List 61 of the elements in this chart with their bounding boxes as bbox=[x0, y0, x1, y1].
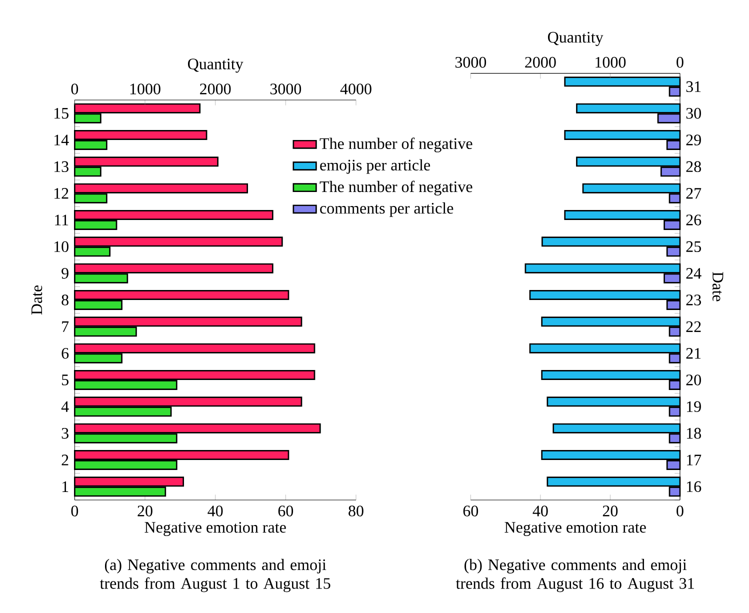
x2-tick-label: 3000 bbox=[455, 56, 486, 68]
x-tick-label: 20 bbox=[602, 506, 618, 516]
text: (a) Negative comments and emoji trends from August 1 to August 15 bbox=[100, 558, 330, 592]
x2-tick-label: 0 bbox=[71, 84, 78, 94]
x-tick-label: 40 bbox=[208, 506, 223, 516]
y-tick-label: 31 bbox=[686, 81, 701, 92]
y-tick-label: 10 bbox=[54, 241, 68, 252]
x-tick-label: 60 bbox=[278, 506, 294, 516]
x-tick-label: 60 bbox=[463, 506, 478, 516]
x-axis-title: Negative emotion rate bbox=[504, 522, 646, 536]
y-tick-label: 14 bbox=[54, 134, 69, 146]
y-tick-label: 3 bbox=[62, 428, 68, 439]
y-tick-label: 18 bbox=[686, 428, 701, 439]
x2-tick-label: 2000 bbox=[200, 84, 231, 94]
y-axis-title: Date bbox=[32, 285, 42, 315]
y-tick-label: 1 bbox=[62, 481, 68, 492]
x-tick-label: 80 bbox=[348, 506, 364, 516]
x2-tick-label: 2000 bbox=[525, 56, 556, 68]
y-tick-label: 23 bbox=[686, 294, 701, 306]
y-tick-label: 16 bbox=[686, 481, 702, 492]
y-tick-label: 21 bbox=[686, 348, 701, 359]
y-tick-label: 26 bbox=[686, 214, 702, 226]
x-axis-title: Negative emotion rate bbox=[144, 522, 286, 536]
y-tick-label: 30 bbox=[686, 108, 701, 119]
y-tick-label: 7 bbox=[62, 321, 69, 332]
x-tick-label: 20 bbox=[138, 506, 152, 516]
legend-label: emojis per article bbox=[320, 159, 430, 174]
x2-axis-title: Quantity bbox=[548, 32, 604, 46]
x2-tick-label: 1000 bbox=[596, 56, 626, 68]
y-tick-label: 24 bbox=[686, 268, 702, 279]
y-tick-label: 25 bbox=[686, 241, 701, 252]
y-tick-label: 13 bbox=[54, 161, 68, 172]
x2-axis-title: Quantity bbox=[188, 58, 244, 73]
y-tick-label: 8 bbox=[62, 294, 68, 306]
y-tick-label: 15 bbox=[54, 108, 68, 119]
x-tick-label: 0 bbox=[676, 506, 684, 516]
y-tick-label: 5 bbox=[62, 374, 68, 386]
legend-label: comments per article bbox=[320, 202, 454, 217]
y-tick-label: 6 bbox=[62, 348, 69, 359]
y-tick-label: 2 bbox=[62, 454, 68, 466]
y-axis-title: Date bbox=[712, 272, 724, 302]
legend-label: The number of negative bbox=[320, 180, 472, 196]
y-tick-label: 27 bbox=[686, 188, 702, 199]
legend-label: The number of negative bbox=[320, 138, 472, 152]
x2-tick-label: 1000 bbox=[130, 84, 160, 94]
y-tick-label: 28 bbox=[686, 161, 701, 172]
x-tick-label: 40 bbox=[532, 506, 548, 516]
y-tick-label: 22 bbox=[686, 321, 701, 332]
y-tick-label: 12 bbox=[54, 188, 68, 199]
y-tick-label: 4 bbox=[61, 401, 69, 412]
y-tick-label: 9 bbox=[62, 268, 68, 279]
y-tick-label: 19 bbox=[686, 401, 701, 412]
y-tick-label: 20 bbox=[686, 374, 701, 386]
x-tick-label: 0 bbox=[71, 506, 78, 516]
text: (b) Negative comments and emoji trends from August 16 to August 31 bbox=[456, 558, 694, 592]
x2-tick-label: 3000 bbox=[270, 84, 302, 94]
x2-tick-label: 4000 bbox=[340, 84, 372, 94]
y-tick-label: 29 bbox=[686, 134, 701, 146]
y-tick-label: 17 bbox=[686, 454, 702, 466]
x2-tick-label: 0 bbox=[676, 56, 684, 68]
y-tick-label: 11 bbox=[55, 214, 68, 226]
